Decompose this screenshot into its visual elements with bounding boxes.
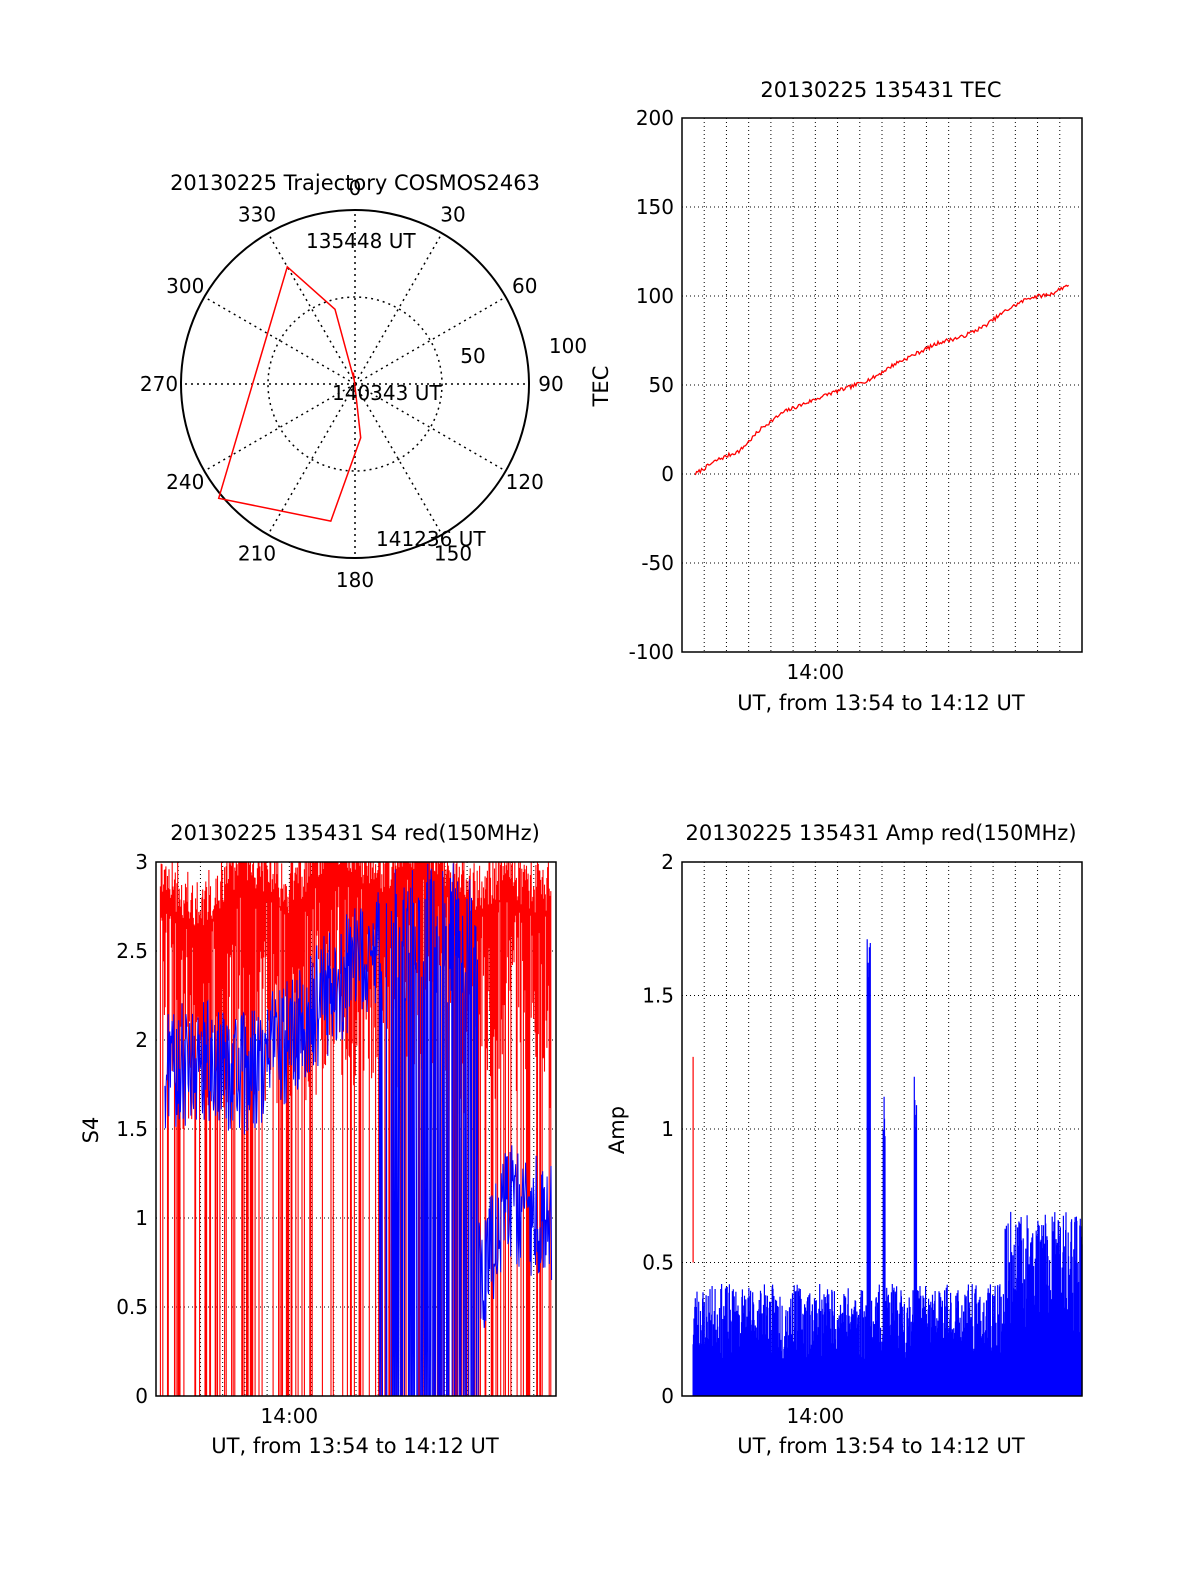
polar-spoke <box>203 383 356 472</box>
s4-blue-series <box>164 863 553 1397</box>
tec-series-line <box>694 284 1070 476</box>
polar-spoke <box>267 232 356 385</box>
polar-azimuth-label: 30 <box>440 202 465 226</box>
polar-radial-label: 50 <box>460 344 485 368</box>
y-tick-label: 100 <box>636 284 674 308</box>
plot-frame <box>155 861 557 1397</box>
polar-inner-ring <box>267 296 443 472</box>
polar-annotations: 135448 UT 140343 UT 141236 UT <box>306 229 486 551</box>
polar-spoke <box>267 383 356 536</box>
y-tick-label: 0 <box>135 1384 148 1408</box>
polar-azimuth-label: 90 <box>538 372 563 396</box>
y-tick-label: 1.5 <box>642 984 674 1008</box>
y-tick-label: 1 <box>135 1206 148 1230</box>
y-tick-label: 0 <box>661 1384 674 1408</box>
plot-area <box>156 862 556 1397</box>
tec-xlabel: UT, from 13:54 to 14:12 UT <box>737 691 1025 715</box>
polar-spoke <box>203 296 356 385</box>
y-tick-label: 1 <box>661 1117 674 1141</box>
tec-title: 20130225 135431 TEC <box>760 78 1001 102</box>
tec-ylabel: TEC <box>589 366 613 408</box>
polar-azimuth-label: 270 <box>140 372 178 396</box>
polar-azimuth-label: 0 <box>349 176 362 200</box>
amp-blue-series <box>692 939 1083 1396</box>
x-tick-label: 14:00 <box>787 1404 845 1428</box>
polar-annotation: 140343 UT <box>332 381 442 405</box>
polar-radial-label: 100 <box>549 334 587 358</box>
polar-title: 20130225 Trajectory COSMOS2463 <box>170 171 540 195</box>
y-tick-label: 200 <box>636 106 674 130</box>
polar-series <box>217 265 362 522</box>
polar-grid <box>180 209 530 559</box>
polar-azimuth-label: 300 <box>166 274 204 298</box>
y-tick-label: 0.5 <box>642 1251 674 1275</box>
y-tick-label: 2 <box>135 1028 148 1052</box>
y-tick-label: 2 <box>661 850 674 874</box>
s4-panel: 20130225 135431 S4 red(150MHz) UT, from … <box>79 821 557 1458</box>
y-tick-label: -100 <box>629 640 674 664</box>
amp-xlabel: UT, from 13:54 to 14:12 UT <box>737 1434 1025 1458</box>
polar-azimuth-label: 330 <box>238 202 276 226</box>
plot-frame <box>681 117 1083 653</box>
s4-ylabel: S4 <box>79 1117 103 1144</box>
polar-annotation: 141236 UT <box>376 527 486 551</box>
y-tick-label: 50 <box>649 373 674 397</box>
polar-trajectory-line <box>217 265 362 522</box>
polar-spoke <box>354 232 443 385</box>
amp-title: 20130225 135431 Amp red(150MHz) <box>685 821 1076 845</box>
polar-azimuth-label: 180 <box>336 568 374 592</box>
x-tick-label: 14:00 <box>787 660 845 684</box>
polar-annotation: 135448 UT <box>306 229 416 253</box>
polar-azimuth-label: 150 <box>434 542 472 566</box>
polar-spoke <box>354 383 507 472</box>
tec-panel: 20130225 135431 TEC UT, from 13:54 to 14… <box>589 78 1083 715</box>
y-tick-label: 0.5 <box>116 1295 148 1319</box>
polar-outer-ring <box>180 209 530 559</box>
amp-ylabel: Amp <box>605 1106 629 1154</box>
plot-frame <box>681 861 1083 1397</box>
y-tick-label: 0 <box>661 462 674 486</box>
polar-azimuth-label: 120 <box>506 470 544 494</box>
polar-labels: 0 30 60 90 120 150 180 210 240 270 300 330 50 100 <box>140 176 587 592</box>
s4-xlabel: UT, from 13:54 to 14:12 UT <box>211 1434 499 1458</box>
polar-spoke <box>354 296 507 385</box>
plot-area <box>682 862 1083 1396</box>
polar-azimuth-label: 210 <box>238 542 276 566</box>
polar-spoke <box>354 383 443 536</box>
polar-trajectory-panel: 20130225 Trajectory COSMOS2463 0 30 60 90 12… <box>140 171 587 592</box>
y-tick-label: 2.5 <box>116 939 148 963</box>
s4-title: 20130225 135431 S4 red(150MHz) <box>170 821 540 845</box>
amp-panel: 20130225 135431 Amp red(150MHz) UT, from… <box>605 821 1083 1458</box>
plot-area <box>682 118 1082 652</box>
y-tick-label: 150 <box>636 195 674 219</box>
polar-azimuth-label: 60 <box>512 274 537 298</box>
y-tick-label: 1.5 <box>116 1117 148 1141</box>
polar-azimuth-label: 240 <box>166 470 204 494</box>
y-tick-label: 3 <box>135 850 148 874</box>
s4-red-series <box>159 862 552 1396</box>
y-tick-label: -50 <box>641 551 674 575</box>
x-tick-label: 14:00 <box>261 1404 319 1428</box>
